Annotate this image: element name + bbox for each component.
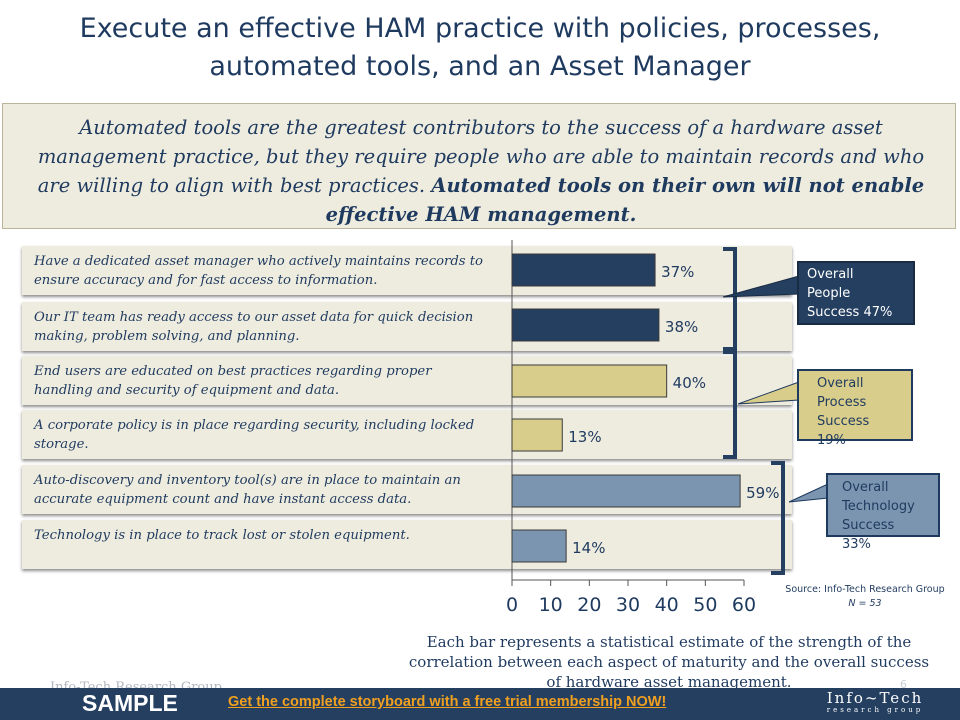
x-tick-label: 30: [616, 594, 640, 616]
people-summary-box: Overall People Success 47%: [797, 261, 915, 325]
bar: [511, 474, 741, 508]
summary-line: Overall: [817, 376, 864, 391]
logo-main-text: Info~Tech: [826, 689, 924, 707]
row-label: Auto-discovery and inventory tool(s) are…: [34, 473, 461, 507]
bar-value-label: 14%: [572, 539, 605, 557]
page-title: Execute an effective HAM practice with p…: [79, 13, 881, 82]
process-summary-box: Overall Process Success 19%: [797, 369, 913, 448]
sample-size: N = 53: [848, 598, 882, 609]
row-label: Technology is in place to track lost or …: [34, 528, 410, 543]
bar-value-label: 37%: [661, 263, 694, 281]
bar-value-label: 13%: [568, 428, 601, 446]
row-label: End users are educated on best practices…: [34, 364, 432, 398]
summary-line: Process: [817, 395, 867, 410]
row-label: A corporate policy is in place regarding…: [34, 418, 475, 452]
cta-background: [220, 690, 730, 716]
chart-source: Source: Info-Tech Research Group N = 53: [770, 583, 960, 611]
callout-box: Automated tools are the greatest contrib…: [2, 103, 956, 229]
bar-value-label: 40%: [673, 374, 706, 392]
summary-line: Overall: [842, 480, 889, 495]
group-bracket: [771, 461, 785, 575]
summary-line: Technology: [842, 499, 915, 514]
callout-regular: Automated tools are the greatest contrib…: [37, 116, 925, 197]
group-bracket: [723, 247, 737, 351]
bar: [511, 364, 668, 398]
page-number: 6: [900, 678, 907, 691]
row-4: A corporate policy is in place regarding…: [22, 410, 792, 459]
technology-summary-box: Overall Technology Success 33%: [826, 473, 940, 552]
technology-pointer: [788, 483, 829, 503]
row-label: Have a dedicated asset manager who activ…: [34, 254, 483, 288]
summary-line: Success 33%: [842, 518, 895, 552]
summary-line: People: [807, 286, 851, 301]
cta-link[interactable]: Get the complete storyboard with a free …: [228, 694, 667, 710]
logo-sub-text: research group: [826, 706, 924, 714]
bar: [511, 308, 660, 342]
bar-value-label: 38%: [665, 318, 698, 336]
callout-text: Automated tools are the greatest contrib…: [19, 113, 943, 229]
summary-line: Success 19%: [817, 414, 870, 448]
row-2: Our IT team has ready access to our asse…: [22, 302, 792, 351]
bar-value-label: 59%: [746, 484, 779, 502]
row-1: Have a dedicated asset manager who activ…: [22, 246, 792, 295]
x-tick-label: 40: [655, 594, 679, 616]
x-tick-label: 50: [693, 594, 717, 616]
x-tick-label: 0: [506, 594, 518, 616]
callout-bold: Automated tools on their own will not en…: [325, 174, 925, 226]
bar: [511, 253, 656, 287]
sample-label: SAMPLE: [82, 690, 178, 716]
summary-line: Overall: [807, 267, 854, 282]
group-bracket: [723, 350, 737, 459]
x-tick-label: 10: [539, 594, 563, 616]
x-tick-label: 60: [732, 594, 756, 616]
row-6: Technology is in place to track lost or …: [22, 520, 792, 569]
chart-footnote: Each bar represents a statistical estima…: [408, 633, 930, 691]
process-pointer: [737, 381, 800, 405]
info-tech-logo: Info~Tech research group: [820, 691, 930, 715]
x-tick-label: 20: [577, 594, 601, 616]
bar: [511, 529, 567, 563]
summary-line: Success 47%: [807, 305, 893, 320]
source-text: Source: Info-Tech Research Group: [785, 584, 945, 595]
bar: [511, 418, 563, 452]
row-label: Our IT team has ready access to our asse…: [34, 310, 474, 344]
